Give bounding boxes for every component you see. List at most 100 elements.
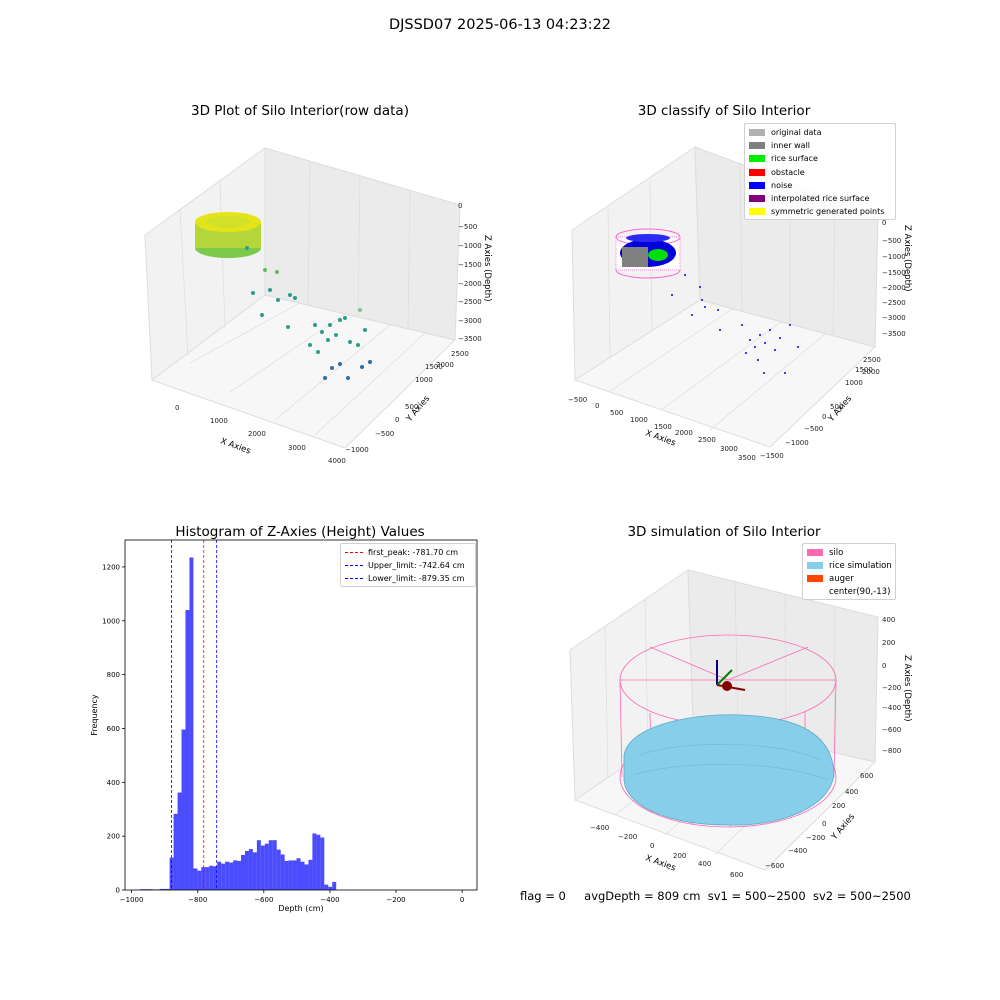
histogram-bar <box>177 792 182 890</box>
histogram-bar <box>173 813 178 890</box>
histogram-bar <box>166 888 170 890</box>
svg-text:3500: 3500 <box>738 454 756 462</box>
histogram-legend-swatch <box>345 565 363 566</box>
histogram-bar <box>237 860 242 890</box>
histogram-legend-swatch <box>345 578 363 579</box>
histogram-bar <box>229 862 234 890</box>
avg-depth-text: avgDepth = 809 cm <box>584 889 701 903</box>
simulation-legend-item: auger <box>807 572 895 585</box>
simulation-plot-title: 3D simulation of Silo Interior <box>627 524 821 540</box>
simulation-legend-label: silo <box>829 547 844 558</box>
histogram-bar <box>304 864 309 890</box>
simulation-legend-swatch <box>807 575 823 582</box>
raw-scatter-points <box>245 246 372 380</box>
svg-text:−3500: −3500 <box>882 330 906 338</box>
histogram-bar <box>233 860 238 890</box>
svg-text:1000: 1000 <box>630 416 648 424</box>
histogram-xlabel: Depth (cm) <box>278 904 323 913</box>
histogram-xtick-label: −400 <box>320 896 339 904</box>
svg-text:600: 600 <box>860 772 873 780</box>
histogram-bar <box>260 845 265 890</box>
svg-text:−500: −500 <box>458 223 477 231</box>
classify-legend-swatch <box>749 168 765 176</box>
classify-legend-item: original data <box>749 126 895 139</box>
histogram-bar <box>217 861 222 890</box>
simulation-ylabel: Y Axies <box>829 812 857 843</box>
classify-legend-label: noise <box>771 180 793 190</box>
svg-text:200: 200 <box>832 802 845 810</box>
svg-text:−1000: −1000 <box>785 439 809 447</box>
histogram-legend-label: first_peak: -781.70 cm <box>368 548 459 557</box>
sv1-text: sv1 = 500~2500 <box>707 889 806 903</box>
histogram-ytick-label: 400 <box>107 779 120 787</box>
histogram-bar <box>332 881 337 890</box>
classify-legend-swatch <box>749 195 765 203</box>
histogram-bar <box>280 854 285 890</box>
svg-text:−500: −500 <box>375 430 394 438</box>
histogram-bar <box>225 861 230 890</box>
classify-legend-item: noise <box>749 179 895 192</box>
svg-text:600: 600 <box>730 871 743 879</box>
raw-xlabel: X Axies <box>219 436 252 456</box>
classify-legend-item: obstacle <box>749 166 895 179</box>
simulation-legend-swatch <box>807 549 823 556</box>
simulation-zlabel: Z Axies (Depth) <box>902 655 912 722</box>
histogram-xtick-label: −1000 <box>120 896 144 904</box>
svg-text:2000: 2000 <box>862 368 880 376</box>
histogram-bar <box>324 884 329 890</box>
classify-legend-label: inner wall <box>771 141 811 151</box>
svg-text:−200: −200 <box>618 833 637 841</box>
histogram-bar <box>268 840 273 890</box>
svg-text:2000: 2000 <box>675 429 693 437</box>
svg-text:4000: 4000 <box>328 457 346 465</box>
histogram-legend-item: Upper_limit: -742.64 cm <box>345 559 475 572</box>
histogram-bar <box>169 857 174 890</box>
svg-text:0: 0 <box>822 413 826 421</box>
svg-text:1500: 1500 <box>855 366 873 374</box>
svg-text:−400: −400 <box>882 704 901 712</box>
histogram-xtick-label: −800 <box>188 896 207 904</box>
classify-zlabel: Z Axies (Depth) <box>902 225 912 292</box>
svg-text:2500: 2500 <box>451 350 469 358</box>
svg-text:0: 0 <box>882 662 886 670</box>
simulation-legend-item: rice simulation <box>807 559 895 572</box>
simulation-rice-surface <box>623 714 835 826</box>
histogram-bar <box>328 886 333 890</box>
svg-text:−3000: −3000 <box>458 317 482 325</box>
svg-text:200: 200 <box>882 639 895 647</box>
histogram-bar <box>300 861 305 890</box>
histogram-legend: first_peak: -781.70 cm Upper_limit: -742.… <box>340 543 476 587</box>
histogram-ytick-label: 1000 <box>102 617 120 625</box>
histogram-bar <box>221 863 226 890</box>
svg-text:200: 200 <box>673 852 686 860</box>
classify-xlabel: X Axies <box>644 428 677 448</box>
histogram-bar <box>185 610 190 890</box>
svg-text:500: 500 <box>405 403 418 411</box>
histogram-xtick-label: −600 <box>254 896 273 904</box>
svg-text:−1500: −1500 <box>458 261 482 269</box>
svg-text:400: 400 <box>698 860 711 868</box>
histogram-legend-item: first_peak: -781.70 cm <box>345 546 475 559</box>
classify-legend-label: symmetric generated points <box>771 207 885 217</box>
classify-legend-label: rice surface <box>771 154 818 164</box>
classify-legend-label: obstacle <box>771 167 805 177</box>
simulation-legend-swatch <box>807 588 823 595</box>
svg-text:0: 0 <box>882 219 886 227</box>
raw-zlabel: Z Axies (Depth) <box>482 235 492 302</box>
figure-title: DJSSD07 2025-06-13 04:23:22 <box>388 17 612 33</box>
svg-text:−500: −500 <box>882 237 901 245</box>
histogram-bar <box>312 833 317 890</box>
histogram-bar <box>181 729 186 890</box>
sv2-text: sv2 = 500~2500 <box>812 889 911 903</box>
svg-text:500: 500 <box>830 403 843 411</box>
svg-text:−2500: −2500 <box>458 298 482 306</box>
histogram-chart: −1000 −800 −600 −400 −200 0 0 200 400 600 800 1000… <box>90 539 478 913</box>
histogram-bar <box>284 860 289 890</box>
histogram-bar <box>241 855 245 890</box>
raw-plot-title: 3D Plot of Silo Interior(row data) <box>191 103 409 119</box>
classify-legend-swatch <box>749 129 765 137</box>
classify-noise-points <box>671 274 799 374</box>
svg-text:−1500: −1500 <box>882 269 906 277</box>
